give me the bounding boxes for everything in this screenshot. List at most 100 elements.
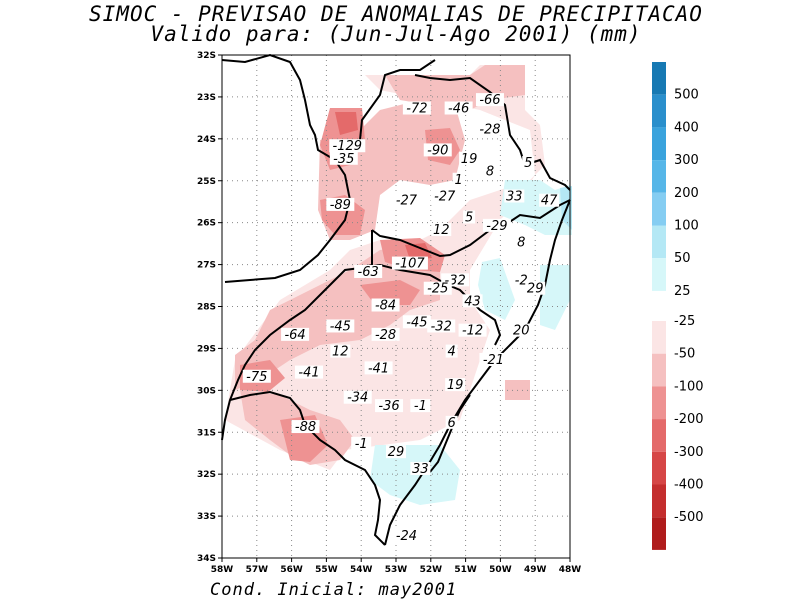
colorbar-segment-positive [652,225,666,259]
value-label: -129 [333,139,363,154]
value-label: -1 [414,399,427,414]
value-label-bg [479,352,508,366]
colorbar-segment-positive [652,94,666,128]
value-label-bg [371,298,400,312]
value-label: 1 [454,173,462,188]
shade-medium-negative-central [235,245,440,390]
border-state-north [414,74,571,191]
value-label: -107 [395,257,425,272]
value-label: -32 [431,319,452,334]
value-label-bg [330,344,351,358]
value-label-bg [351,436,372,450]
colorbar-segment-negative [652,386,666,420]
value-label: 12 [332,345,349,360]
value-label-bg [482,218,511,232]
value-label-bg [375,399,404,413]
value-label: -35 [333,152,354,167]
lat-tick-label: 31S [197,428,216,438]
value-label: 29 [388,445,405,460]
value-label: 33 [506,190,523,205]
value-label-bg [462,294,483,308]
lon-tick-label: 50W [489,565,512,575]
value-label-bg [459,151,480,165]
colorbar-label-positive: 100 [674,219,699,234]
colorbar: 500 400 300 200 100 50 25 -25 -50 -100 -200 -300 -40… [652,62,704,550]
value-label: 29 [527,282,544,297]
value-label: -63 [358,265,379,280]
value-label-bg [402,101,431,115]
lon-tick-label: 48W [559,565,582,575]
value-label-bg [511,323,532,337]
chart-title: SIMOC - PREVISAO DE ANOMALIAS DE PRECIPI… [89,2,703,26]
border-state-parana-sc [371,199,571,258]
value-label-bg [452,172,465,186]
shade-positive-east-2 [540,265,570,330]
value-label-bg [281,327,310,341]
colorbar-label-negative: -25 [674,314,695,329]
colorbar-label-negative: -500 [674,510,704,525]
colorbar-segment-positive [652,160,666,193]
colorbar-label-positive: 25 [674,284,691,299]
lon-tick-label: 54W [350,565,373,575]
lat-tick-label: 32S [197,470,216,480]
value-label: 43 [464,294,481,309]
lat-tick-label: 27S [197,261,216,271]
value-label-bg [483,164,496,178]
value-label: -12 [462,324,483,339]
value-label-bg [410,399,431,413]
value-label: -24 [396,529,417,544]
lat-tick-label: 25S [197,177,216,187]
value-label: -28 [375,328,396,343]
value-label: -21 [483,353,504,368]
value-label: 47 [541,194,558,209]
colorbar-segment-negative [652,451,666,485]
value-label-bg [525,281,546,295]
value-label-bg [295,365,323,379]
longitude-ticks: 58W 57W 56W 55W 54W 53W 52W 51W 50W 49W 48W [211,558,582,575]
value-label-bg [445,344,458,358]
colorbar-segment-positive [652,62,666,95]
value-label: -41 [298,366,319,381]
lon-tick-label: 55W [315,565,338,575]
value-label-bg [522,155,535,169]
initial-condition-label: Cond. Inicial: may2001 [210,580,458,600]
colorbar-label-negative: -100 [674,379,704,394]
value-label: 20 [513,324,530,339]
colorbar-label-negative: -200 [674,412,704,427]
value-label: 33 [412,462,429,477]
value-label: -25 [427,282,448,297]
value-label: -36 [378,399,399,414]
value-label: 8 [486,164,494,179]
colorbar-label-negative: -300 [674,445,704,460]
value-label: 12 [433,223,450,238]
value-label-bg [423,143,452,157]
colorbar-label-positive: 400 [674,120,699,135]
value-label-bg [463,210,476,224]
value-label-bg [329,151,358,165]
value-label-bg [458,323,487,337]
value-label: -88 [295,420,316,435]
shade-strong-negative-8 [335,112,358,135]
colorbar-label-negative: -50 [674,347,695,362]
latitude-ticks: 32S 23S 24S 25S 26S 27S 28S 29S 30S 31S 32S 33S 34S [197,51,222,564]
value-label: -29 [486,219,507,234]
lon-tick-label: 51W [454,565,477,575]
border-brazil-paraguay [349,59,436,161]
value-label: -45 [406,315,427,330]
value-label: -34 [347,391,368,406]
value-label-bg [391,256,428,270]
chart-subtitle: Valido para: (Jun-Jul-Ago 2001) (mm) [150,22,642,46]
colorbar-segment-negative [652,321,666,354]
colorbar-label-positive: 500 [674,88,699,103]
value-label: -2 [515,273,528,288]
lon-tick-label: 52W [420,565,443,575]
colorbar-label-positive: 50 [674,251,691,266]
value-label-bg [430,189,459,203]
lat-tick-label: 23S [197,93,216,103]
colorbar-segment-negative [652,419,666,452]
value-label: -72 [406,101,427,116]
lat-tick-label: 28S [197,303,216,313]
value-label-bg [392,193,421,207]
lat-tick-label: 33S [197,512,216,522]
value-label-bg [386,445,406,459]
